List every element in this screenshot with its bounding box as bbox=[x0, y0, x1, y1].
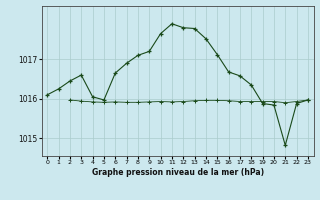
X-axis label: Graphe pression niveau de la mer (hPa): Graphe pression niveau de la mer (hPa) bbox=[92, 168, 264, 177]
